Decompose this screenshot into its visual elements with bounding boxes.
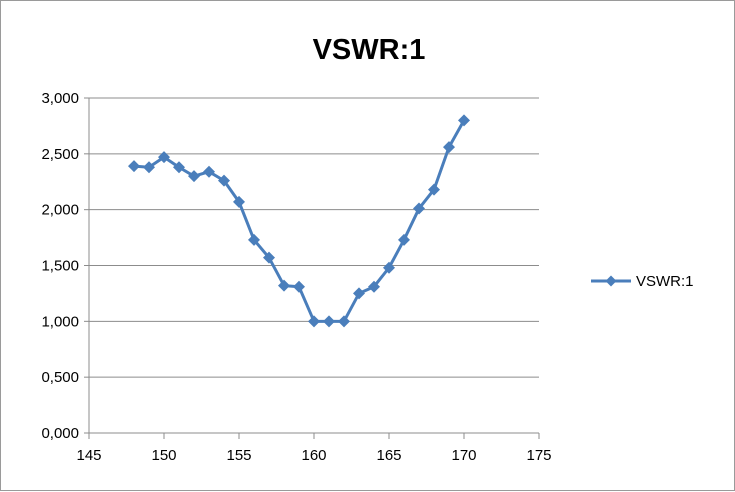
data-point-168	[428, 183, 440, 196]
data-point-155	[233, 195, 245, 208]
y-tick-label-4: 2,000	[41, 202, 79, 219]
y-tick-label-6: 3,000	[41, 90, 79, 107]
data-point-153	[203, 165, 215, 178]
x-tick-label-5: 170	[451, 447, 476, 464]
x-tick-label-6: 175	[526, 447, 551, 464]
y-tick-label-1: 0,500	[41, 369, 79, 386]
data-point-166	[398, 233, 410, 246]
series-layer	[128, 114, 470, 328]
data-point-152	[188, 170, 200, 183]
data-point-156	[248, 233, 260, 246]
data-point-158	[278, 279, 290, 292]
data-point-151	[173, 161, 185, 174]
y-tick-label-2: 1,000	[41, 313, 79, 330]
data-point-162	[338, 315, 350, 328]
legend: VSWR:1	[591, 273, 694, 290]
legend-diamond-marker	[605, 275, 617, 287]
x-tick-label-4: 165	[376, 447, 401, 464]
chart-title: VSWR:1	[313, 34, 426, 66]
data-point-169	[443, 141, 455, 154]
data-point-154	[218, 174, 230, 187]
data-point-165	[383, 261, 395, 274]
y-tick-label-5: 2,500	[41, 146, 79, 163]
y-tick-label-0: 0,000	[41, 425, 79, 442]
data-point-148	[128, 160, 140, 173]
data-point-150	[158, 151, 170, 164]
x-tick-label-2: 155	[226, 447, 251, 464]
x-tick-label-0: 145	[76, 447, 101, 464]
data-point-160	[308, 315, 320, 328]
data-point-149	[143, 161, 155, 174]
y-tick-label-3: 1,500	[41, 258, 79, 275]
data-point-170	[458, 114, 470, 127]
data-point-157	[263, 251, 275, 264]
gridlines	[89, 97, 539, 378]
axes: 0,000 0,500 1,000 1,500 2,000 2,500 3,000 145 15…	[41, 90, 551, 464]
data-point-161	[323, 315, 335, 328]
data-point-159	[293, 280, 305, 293]
x-tick-label-1: 150	[151, 447, 176, 464]
data-point-167	[413, 202, 425, 215]
legend-label: VSWR:1	[636, 273, 694, 290]
x-tick-label-3: 160	[301, 447, 326, 464]
data-point-164	[368, 280, 380, 293]
data-point-163	[353, 287, 365, 300]
